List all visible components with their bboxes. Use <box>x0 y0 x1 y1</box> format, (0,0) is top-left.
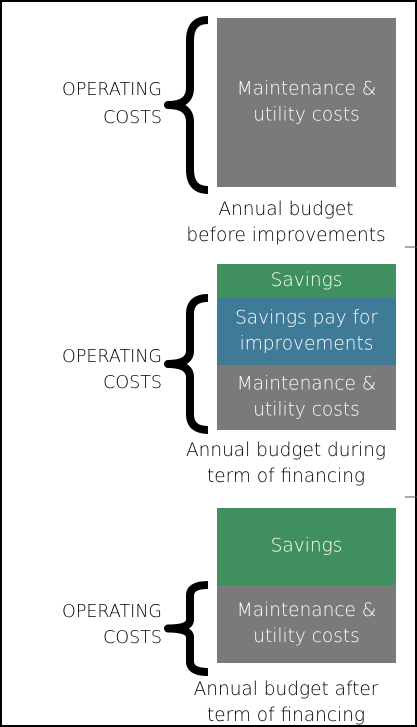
caption: before improvements <box>186 225 385 246</box>
label: COSTS <box>103 373 162 393</box>
label: COSTS <box>103 108 162 128</box>
brace <box>164 16 209 194</box>
block-text: Maintenance & <box>237 79 376 100</box>
block-text: utility costs <box>253 626 360 647</box>
block <box>217 365 396 430</box>
caption: Annual budget during <box>186 440 386 461</box>
block-text: utility costs <box>253 105 360 126</box>
label: OPERATING <box>62 347 162 367</box>
caption: Annual budget <box>218 199 353 220</box>
block-text: utility costs <box>253 400 360 421</box>
block-text: Savings <box>271 536 343 557</box>
brace <box>164 294 209 434</box>
block-text: Savings pay for <box>235 308 378 329</box>
label: OPERATING <box>62 602 162 622</box>
block <box>217 298 396 365</box>
caption: Annual budget after <box>194 679 379 700</box>
label: OPERATING <box>62 80 162 100</box>
block-text: Savings <box>271 270 343 291</box>
block <box>217 264 396 298</box>
block <box>217 585 396 663</box>
block <box>217 18 396 187</box>
caption: term of financing <box>207 466 365 487</box>
brace <box>164 581 209 676</box>
block-text: improvements <box>240 334 374 355</box>
block-text: Maintenance & <box>237 600 376 621</box>
label: COSTS <box>103 628 162 648</box>
caption: term of financing <box>207 705 365 726</box>
block-text: Maintenance & <box>237 374 376 395</box>
block <box>217 508 396 585</box>
